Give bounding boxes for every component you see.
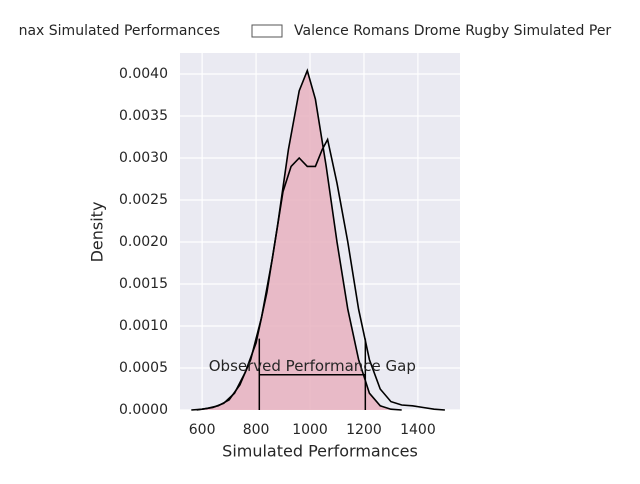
- y-axis-label: Density: [88, 202, 107, 263]
- y-tick-label: 0.0035: [119, 108, 168, 124]
- legend-swatch: [251, 24, 283, 38]
- x-tick-label: 600: [189, 422, 216, 438]
- legend-label: nax Simulated Performances: [19, 23, 220, 39]
- y-tick-label: 0.0000: [119, 402, 168, 418]
- x-tick-label: 1400: [400, 422, 436, 438]
- y-tick-label: 0.0010: [119, 318, 168, 334]
- y-tick-label: 0.0040: [119, 66, 168, 82]
- density-line: [196, 137, 445, 411]
- y-tick-label: 0.0015: [119, 276, 168, 292]
- y-tick-label: 0.0005: [119, 360, 168, 376]
- legend-label: Valence Romans Drome Rugby Simulated Per: [294, 23, 611, 39]
- x-tick-label: 800: [243, 422, 270, 438]
- annotation-text: Observed Performance Gap: [209, 357, 416, 375]
- density-area: [191, 70, 402, 410]
- y-tick-label: 0.0030: [119, 150, 168, 166]
- y-tick-label: 0.0020: [119, 234, 168, 250]
- x-tick-label: 1200: [346, 422, 382, 438]
- x-tick-label: 1000: [292, 422, 328, 438]
- y-tick-label: 0.0025: [119, 192, 168, 208]
- x-axis-label: Simulated Performances: [222, 442, 418, 461]
